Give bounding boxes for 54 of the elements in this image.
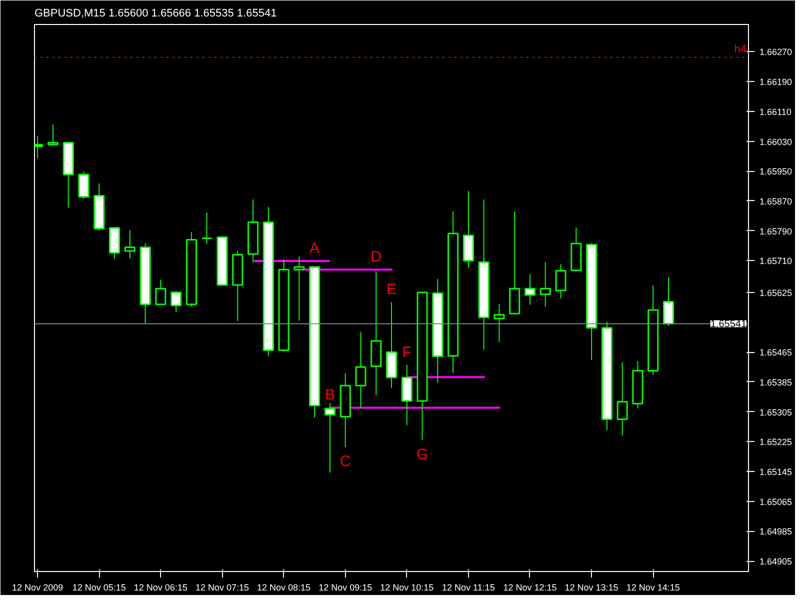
y-tick-label: 1.64985	[760, 526, 792, 537]
y-tick-label: 1.65790	[760, 226, 792, 236]
y-tick-label: 1.66030	[760, 136, 792, 147]
y-tick-label: 1.65950	[760, 166, 792, 177]
candlestick	[540, 262, 551, 308]
y-tick-label: 1.66270	[760, 47, 792, 58]
x-tick-label: 12 Nov 09:15	[318, 582, 372, 592]
candlestick	[555, 264, 566, 299]
ref-line-label: 1.65541	[710, 319, 747, 330]
y-tick-label: 1.66190	[760, 77, 792, 88]
y-tick-label: 1.64905	[760, 556, 792, 567]
x-tick-label: 12 Nov 14:15	[626, 582, 680, 592]
annotation: C	[340, 453, 351, 470]
y-tick-label: 1.65225	[760, 437, 792, 448]
x-tick-label: 12 Nov 07:15	[195, 582, 250, 592]
candlestick	[616, 362, 628, 436]
x-tick-label: 12 Nov 2009	[12, 582, 64, 592]
x-tick-label: 12 Nov 06:15	[134, 582, 188, 592]
y-tick-label: 1.65305	[760, 407, 792, 418]
candlestick	[201, 212, 212, 244]
annotation: F	[402, 344, 412, 361]
x-tick-label: 12 Nov 12:15	[503, 582, 557, 592]
candlestick	[662, 276, 674, 326]
annotation: G	[416, 446, 428, 464]
y-tick-label: 1.66110	[760, 106, 792, 117]
ref-line-label: h4	[734, 43, 747, 56]
candlestick	[78, 171, 90, 200]
candlestick	[324, 402, 336, 474]
y-tick-label: 1.65065	[760, 496, 792, 507]
chart-title: GBPUSD,M15 1.65600 1.65666 1.65535 1.65541	[34, 8, 277, 20]
y-tick-label: 1.65145	[760, 467, 792, 478]
x-tick-label: 12 Nov 05:15	[72, 582, 126, 592]
candlestick	[401, 364, 412, 426]
annotation: D	[370, 248, 382, 266]
y-tick-label: 1.65710	[760, 256, 792, 266]
x-tick-label: 12 Nov 13:15	[564, 582, 618, 592]
y-tick-label: 1.65625	[760, 288, 792, 298]
candlestick	[124, 230, 136, 259]
annotation: B	[324, 386, 335, 404]
candlestick	[294, 256, 305, 322]
y-tick-label: 1.65465	[760, 348, 792, 358]
candlestick	[524, 274, 536, 306]
x-tick-label: 12 Nov 10:15	[380, 582, 434, 592]
y-tick-label: 1.65385	[760, 377, 792, 388]
candlestick	[355, 331, 366, 409]
y-tick-label: 1.65870	[760, 196, 792, 206]
annotation: E	[386, 281, 397, 298]
candlestick	[494, 303, 505, 343]
annotation: A	[310, 240, 320, 258]
x-tick-label: 12 Nov 08:15	[257, 582, 311, 592]
candlestick	[47, 124, 58, 146]
x-tick-label: 12 Nov 11:15	[442, 582, 495, 592]
candlestick	[155, 279, 166, 306]
candlestick	[170, 290, 182, 313]
